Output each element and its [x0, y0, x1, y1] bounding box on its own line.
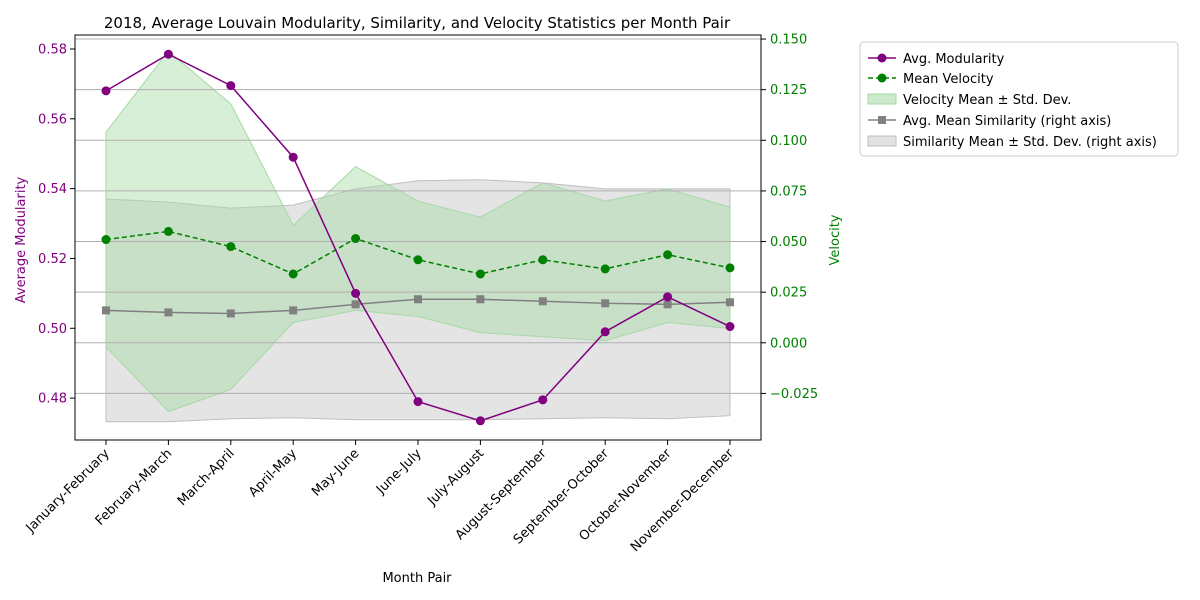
- legend: Avg. Modularity Mean Velocity Velocity M…: [859, 41, 1179, 157]
- y-axis-right: −0.025 0.000 0.025 0.050 0.075 0.100 0.125 0.15…: [761, 33, 818, 402]
- velocity-point: [600, 264, 610, 274]
- legend-item-modularity: Avg. Modularity: [868, 52, 1005, 67]
- y-left-tick-label: 0.50: [38, 322, 67, 337]
- modularity-point: [663, 292, 673, 302]
- velocity-point: [663, 250, 673, 260]
- modularity-point: [351, 288, 361, 298]
- similarity-point: [351, 300, 360, 309]
- legend-item-similarity-band: Similarity Mean ± Std. Dev. (right axis): [867, 135, 1157, 150]
- y-right-tick-label: 0.150: [770, 33, 807, 48]
- modularity-point: [725, 322, 735, 332]
- legend-label: Mean Velocity: [903, 72, 994, 87]
- grid-layer: [75, 38, 761, 394]
- legend-label: Velocity Mean ± Std. Dev.: [903, 93, 1071, 108]
- y-right-tick-label: 0.025: [770, 286, 807, 301]
- velocity-point: [101, 235, 111, 245]
- similarity-point: [226, 309, 235, 318]
- y-axis-left: 0.48 0.50 0.52 0.54 0.56 0.58: [38, 42, 75, 407]
- similarity-point: [538, 297, 547, 306]
- modularity-point: [413, 397, 423, 407]
- modularity-point: [538, 395, 548, 405]
- modularity-point: [475, 416, 485, 426]
- y-left-tick-label: 0.58: [38, 42, 67, 57]
- modularity-point: [288, 152, 298, 162]
- similarity-point: [102, 306, 110, 315]
- legend-label: Similarity Mean ± Std. Dev. (right axis): [903, 135, 1157, 150]
- modularity-point: [163, 49, 173, 59]
- legend-marker-modularity: [877, 53, 887, 63]
- similarity-point: [601, 299, 610, 308]
- legend-item-velocity-band: Velocity Mean ± Std. Dev.: [867, 93, 1071, 108]
- chart-title: 2018, Average Louvain Modularity, Simila…: [104, 14, 731, 32]
- y-left-tick-label: 0.48: [38, 392, 67, 407]
- legend-item-velocity: Mean Velocity: [868, 72, 994, 87]
- y-left-tick-label: 0.52: [38, 252, 67, 267]
- y-right-tick-label: 0.000: [770, 336, 807, 351]
- legend-label: Avg. Modularity: [903, 52, 1005, 67]
- velocity-point: [725, 263, 735, 273]
- velocity-point: [413, 255, 423, 265]
- y-right-tick-label: 0.050: [770, 235, 807, 250]
- y-right-tick-label: −0.025: [770, 387, 818, 402]
- legend-label: Avg. Mean Similarity (right axis): [903, 114, 1111, 129]
- y-axis-left-label: Average Modularity: [14, 176, 29, 303]
- modularity-point: [101, 86, 111, 96]
- y-left-tick-label: 0.54: [38, 182, 67, 197]
- velocity-point: [475, 269, 485, 279]
- legend-marker-velocity: [877, 73, 887, 83]
- modularity-point: [226, 81, 236, 91]
- similarity-point: [414, 295, 422, 304]
- velocity-point: [163, 226, 173, 236]
- legend-swatch-velocity-band: [867, 93, 897, 105]
- y-right-tick-label: 0.075: [770, 184, 807, 199]
- x-axis-label: Month Pair: [382, 571, 452, 586]
- legend-box: [859, 41, 1179, 157]
- similarity-point: [289, 306, 298, 315]
- y-right-tick-label: 0.125: [770, 83, 807, 98]
- similarity-point: [663, 300, 672, 309]
- legend-marker-similarity: [878, 116, 886, 124]
- legend-item-similarity: Avg. Mean Similarity (right axis): [868, 114, 1111, 129]
- legend-swatch-similarity-band: [867, 135, 897, 147]
- velocity-point: [226, 242, 236, 252]
- modularity-point: [600, 327, 610, 337]
- y-axis-right-label: Velocity: [828, 214, 843, 265]
- velocity-point: [351, 234, 361, 244]
- y-left-tick-label: 0.56: [38, 112, 67, 127]
- y-right-tick-label: 0.100: [770, 134, 807, 149]
- similarity-point: [164, 308, 173, 317]
- line-layer: [101, 49, 735, 426]
- similarity-point: [476, 295, 485, 304]
- velocity-point: [538, 255, 548, 265]
- similarity-point: [726, 298, 734, 307]
- velocity-point: [288, 269, 298, 279]
